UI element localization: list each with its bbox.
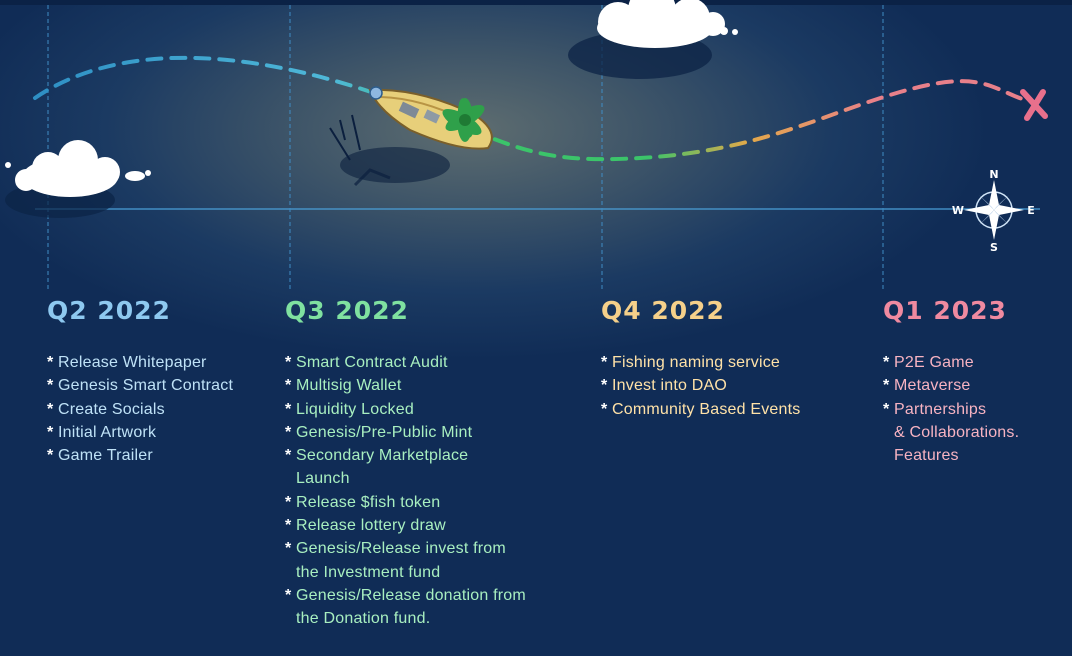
list-item: P2E Game — [883, 351, 1019, 374]
phase-column-q2-2022: Q2 2022 Release Whitepaper Genesis Smart… — [47, 296, 233, 467]
compass-icon: N S E W — [952, 168, 1035, 254]
cloud-top-icon — [568, 0, 738, 79]
list-item: Release Whitepaper — [47, 351, 233, 374]
phase-list: Smart Contract Audit Multisig Wallet Liq… — [285, 351, 526, 631]
list-item: Fishing naming service — [601, 351, 800, 374]
phase-list: P2E Game Metaverse Partnerships & Collab… — [883, 351, 1019, 467]
compass-west: W — [952, 204, 964, 217]
list-item: Smart Contract Audit — [285, 351, 526, 374]
x-mark-icon — [1020, 89, 1048, 121]
list-item: Community Based Events — [601, 398, 800, 421]
route-path — [33, 55, 1027, 162]
phase-list: Release Whitepaper Genesis Smart Contrac… — [47, 351, 233, 467]
list-item: Release lottery draw — [285, 514, 526, 537]
phase-list: Fishing naming service Invest into DAO C… — [601, 351, 800, 421]
list-item: Genesis/Release donation from the Donati… — [285, 584, 526, 631]
phase-title: Q2 2022 — [47, 296, 171, 325]
phase-column-q3-2022: Q3 2022 Smart Contract Audit Multisig Wa… — [285, 296, 526, 631]
compass-north: N — [989, 168, 998, 181]
phase-column-q1-2023: Q1 2023 P2E Game Metaverse Partnerships … — [883, 296, 1019, 467]
phase-title: Q4 2022 — [601, 296, 725, 325]
list-item: Genesis Smart Contract — [47, 374, 233, 397]
list-item: Secondary Marketplace Launch — [285, 444, 526, 491]
list-item: Multisig Wallet — [285, 374, 526, 397]
list-item: Create Socials — [47, 398, 233, 421]
island-boat-icon — [329, 86, 493, 187]
list-item: Liquidity Locked — [285, 398, 526, 421]
list-item: Initial Artwork — [47, 421, 233, 444]
list-item: Genesis/Pre-Public Mint — [285, 421, 526, 444]
list-item: Release $fish token — [285, 491, 526, 514]
list-item: Genesis/Release invest from the Investme… — [285, 537, 526, 584]
cloud-left-icon — [5, 140, 151, 218]
list-item: Partnerships & Collaborations. Features — [883, 398, 1019, 468]
list-item: Metaverse — [883, 374, 1019, 397]
phase-column-q4-2022: Q4 2022 Fishing naming service Invest in… — [601, 296, 800, 421]
compass-east: E — [1027, 204, 1035, 217]
top-border — [0, 0, 1072, 5]
list-item: Invest into DAO — [601, 374, 800, 397]
phase-title: Q1 2023 — [883, 296, 1007, 325]
compass-south: S — [990, 241, 998, 254]
phase-title: Q3 2022 — [285, 296, 409, 325]
list-item: Game Trailer — [47, 444, 233, 467]
